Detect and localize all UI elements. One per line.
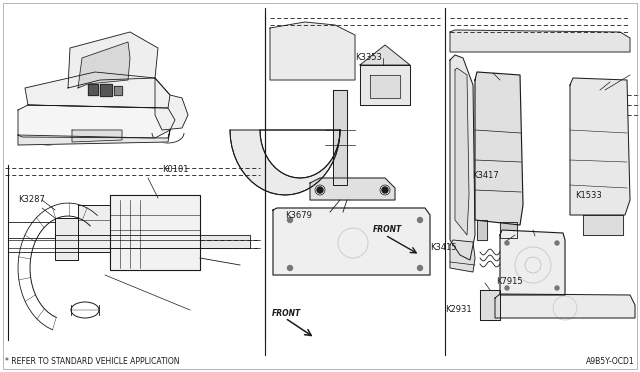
Polygon shape — [583, 215, 623, 235]
Polygon shape — [230, 130, 340, 195]
Circle shape — [417, 218, 422, 222]
Polygon shape — [500, 222, 517, 238]
Polygon shape — [500, 230, 565, 295]
Circle shape — [505, 286, 509, 290]
Circle shape — [555, 286, 559, 290]
Polygon shape — [310, 178, 395, 200]
Text: K7915: K7915 — [496, 278, 523, 286]
Polygon shape — [155, 78, 188, 130]
Polygon shape — [480, 290, 500, 320]
Polygon shape — [450, 30, 630, 52]
Circle shape — [555, 241, 559, 245]
Polygon shape — [270, 22, 355, 80]
Text: FRONT: FRONT — [272, 309, 301, 318]
Circle shape — [505, 241, 509, 245]
Text: K3417: K3417 — [472, 170, 499, 180]
Polygon shape — [18, 130, 170, 145]
Text: * REFER TO STANDARD VEHICLE APPLICATION: * REFER TO STANDARD VEHICLE APPLICATION — [5, 357, 179, 366]
Polygon shape — [370, 75, 400, 98]
Polygon shape — [78, 42, 130, 88]
Text: FRONT: FRONT — [373, 225, 403, 234]
Polygon shape — [72, 130, 122, 142]
Polygon shape — [495, 294, 635, 318]
Text: A9B5Y-OCD1: A9B5Y-OCD1 — [586, 357, 635, 366]
Polygon shape — [450, 240, 475, 272]
Circle shape — [287, 218, 292, 222]
Text: K3679: K3679 — [285, 211, 312, 219]
Text: K1533: K1533 — [575, 190, 602, 199]
Text: K2931: K2931 — [445, 305, 472, 314]
Polygon shape — [455, 68, 469, 235]
Polygon shape — [110, 195, 200, 270]
Polygon shape — [333, 90, 347, 185]
Polygon shape — [88, 84, 98, 95]
Polygon shape — [18, 105, 175, 138]
Polygon shape — [55, 218, 78, 260]
Polygon shape — [360, 45, 410, 65]
Polygon shape — [477, 220, 487, 240]
Text: K0101: K0101 — [162, 166, 189, 174]
Polygon shape — [55, 235, 250, 248]
Circle shape — [382, 187, 388, 193]
Circle shape — [317, 187, 323, 193]
Polygon shape — [450, 55, 475, 260]
Polygon shape — [68, 32, 158, 88]
Polygon shape — [100, 84, 112, 96]
Polygon shape — [114, 86, 122, 95]
Circle shape — [287, 266, 292, 270]
Polygon shape — [475, 72, 523, 225]
Polygon shape — [25, 72, 170, 108]
Text: K3353: K3353 — [355, 54, 382, 62]
Polygon shape — [78, 205, 110, 252]
Circle shape — [417, 266, 422, 270]
Polygon shape — [570, 78, 630, 215]
Polygon shape — [360, 65, 410, 105]
Text: K3415: K3415 — [430, 244, 456, 253]
Polygon shape — [273, 208, 430, 275]
Text: K3287: K3287 — [18, 196, 45, 205]
